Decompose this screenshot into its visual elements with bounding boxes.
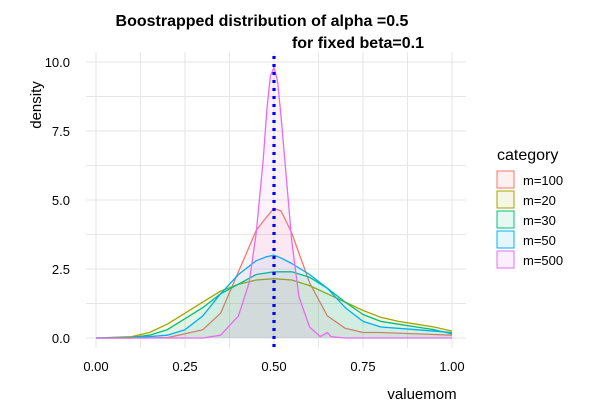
x-axis-label: valuemom	[387, 386, 456, 403]
legend-swatch-m-50	[496, 230, 515, 249]
axis-ticks: 0.00 0.25 0.50 0.75 1.00 0.0 2.5 5.0 7.5 10.0	[45, 55, 465, 374]
chart-title-line2: for fixed beta=0.1	[292, 35, 424, 52]
density-line-m-20	[95, 278, 453, 339]
legend-label-m-500: m=500	[523, 253, 563, 268]
legend-swatch-m-30	[496, 210, 515, 229]
legend-label-m-20: m=20	[523, 193, 556, 208]
x-tick-label: 0.50	[261, 359, 286, 374]
legend-swatch-m-500	[496, 250, 515, 269]
legend-swatch-m-20	[496, 190, 515, 209]
density-line-m-30	[95, 271, 453, 339]
chart-title-line1: Boostrapped distribution of alpha =0.5	[116, 13, 409, 30]
y-tick-label: 7.5	[52, 124, 70, 139]
x-tick-label: 0.75	[350, 359, 375, 374]
x-tick-label: 0.25	[172, 359, 197, 374]
density-line-m-500	[96, 66, 452, 339]
density-line-m-50	[96, 254, 453, 339]
legend-label-m-100: m=100	[523, 173, 563, 188]
legend-label-m-30: m=30	[523, 213, 556, 228]
y-axis-label: density	[28, 81, 45, 129]
legend-label-m-50: m=50	[523, 233, 556, 248]
density-area-m-20	[96, 278, 452, 338]
y-tick-label: 0.0	[52, 331, 70, 346]
y-tick-label: 5.0	[52, 193, 70, 208]
y-tick-label: 2.5	[52, 262, 70, 277]
legend: m=100 m=20 m=30 m=50 m=500	[496, 170, 563, 269]
y-tick-label: 10.0	[45, 55, 70, 70]
density-line-m-100	[96, 207, 453, 339]
x-tick-label: 0.00	[83, 359, 108, 374]
legend-title: category	[497, 147, 558, 164]
legend-swatch-m-100	[496, 170, 515, 189]
x-tick-label: 1.00	[439, 359, 464, 374]
